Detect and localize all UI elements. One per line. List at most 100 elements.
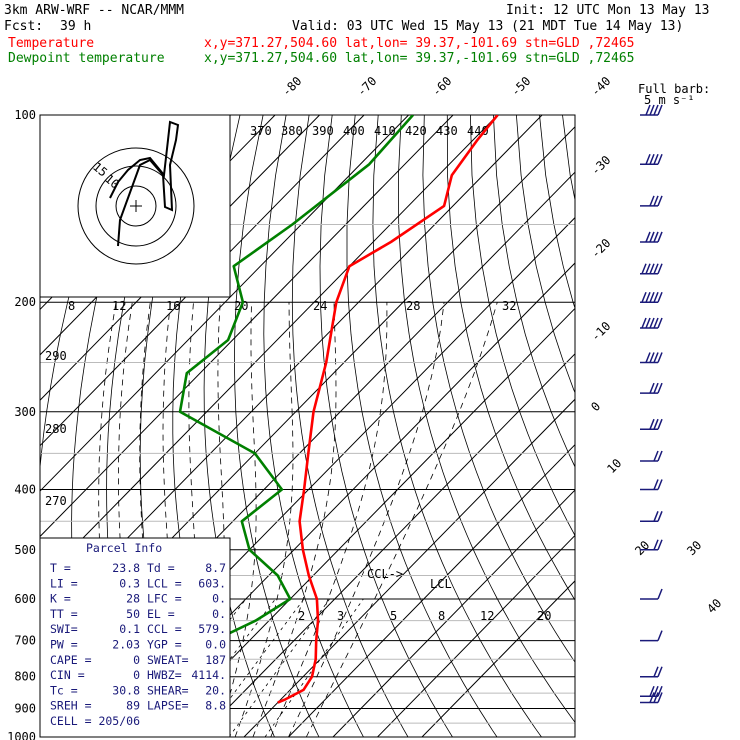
parcel-info-value: 30.8 (112, 683, 140, 697)
parcel-info-value: 4114. (191, 668, 226, 682)
isotherm-line (40, 115, 498, 583)
lcl-marker: LCL (430, 577, 452, 591)
hodograph-ring (77, 147, 195, 265)
theta-label: 420 (405, 124, 427, 138)
parcel-info-value: 0 (133, 653, 140, 667)
temperature-legend-label: Temperature (8, 36, 94, 51)
parcel-info-key: LCL = (147, 576, 182, 590)
isotherm-label: -60 (429, 74, 454, 99)
wind-barbs (640, 104, 663, 704)
hodograph-speed-label: 24 (313, 299, 327, 313)
mixing-ratio-label: 5 (390, 609, 397, 623)
wind-barb (640, 104, 663, 116)
barb-legend-line1: Full barb: (638, 82, 710, 96)
parcel-info-value: 579. (198, 622, 226, 636)
parcel-info-key: T = (50, 561, 71, 575)
isotherm-line (243, 398, 575, 737)
parcel-info-value: 8.7 (205, 561, 226, 575)
parcel-info-key: CAPE = (50, 653, 92, 667)
dry-adiabat (470, 115, 575, 537)
hodograph-speed-label: 8 (68, 299, 75, 313)
theta-label: 370 (250, 124, 272, 138)
parcel-info-value: 50 (126, 607, 140, 621)
parcel-info-value: 23.8 (112, 561, 140, 575)
isotherm-line (332, 489, 575, 737)
moist-adiabat (216, 302, 257, 737)
isotherm-label: -40 (588, 74, 613, 99)
mixing-ratio-label: 20 (537, 609, 551, 623)
isotherm-label: -10 (588, 319, 613, 344)
isotherm-line (40, 115, 543, 629)
parcel-info-key: CELL = (50, 714, 92, 728)
parcel-info-value: 205/06 (98, 714, 140, 728)
wind-barb (640, 291, 663, 303)
model-title: 3km ARW-WRF -- NCAR/MMM (4, 3, 184, 18)
isotherm-label: 10 (604, 456, 624, 476)
parcel-info-key: Td = (147, 561, 175, 575)
pressure-tick-label: 300 (14, 405, 36, 419)
wind-barb (640, 352, 663, 364)
wind-barb (640, 511, 663, 523)
pressure-tick-label: 800 (14, 670, 36, 684)
mixing-ratio-label: 12 (480, 609, 494, 623)
theta-left-label: 270 (45, 494, 67, 508)
parcel-info-value: 89 (126, 699, 140, 713)
mixing-ratio-label: 8 (438, 609, 445, 623)
temperature-legend-info: x,y=371.27,504.60 lat,lon= 39.37,-101.69… (204, 36, 634, 51)
dry-adiabat (422, 115, 575, 663)
parcel-info-value: 187 (205, 653, 226, 667)
wind-barb (640, 263, 663, 275)
pressure-tick-label: 700 (14, 634, 36, 648)
wind-barb (640, 630, 663, 642)
wind-barb (640, 153, 663, 166)
dry-adiabat (319, 115, 453, 737)
isotherm-line (40, 115, 409, 492)
parcel-info-value: 0. (212, 592, 226, 606)
isotherm-label: -20 (588, 236, 613, 261)
theta-label: 400 (343, 124, 365, 138)
moist-adiabat (288, 302, 445, 737)
parcel-info-value: 0.0 (205, 638, 226, 652)
parcel-info-value: 2.03 (112, 638, 140, 652)
pressure-tick-label: 200 (14, 295, 36, 309)
valid-time: Valid: 03 UTC Wed 15 May 13 (21 MDT Tue … (292, 19, 683, 34)
parcel-info-key: YGP = (147, 638, 182, 652)
parcel-info-value: 0.1 (119, 622, 140, 636)
wind-barb (640, 479, 663, 491)
parcel-info-key: HWBZ= (147, 668, 182, 682)
hodograph-speed-label: 16 (166, 299, 180, 313)
dry-adiabat (516, 115, 575, 394)
hodograph-speed-label: 32 (502, 299, 516, 313)
mixing-ratio-line (264, 598, 364, 737)
wind-barb (640, 382, 663, 394)
header: 3km ARW-WRF -- NCAR/MMM Init: 12 UTC Mon… (4, 3, 710, 66)
isotherm-line (421, 580, 575, 737)
isotherm-label: 30 (684, 538, 704, 558)
isotherm-label: 0 (588, 399, 603, 414)
theta-label: 410 (374, 124, 396, 138)
wind-barb (640, 231, 663, 243)
isotherm-label: -50 (508, 74, 533, 99)
parcel-info-key: LAPSE= (147, 699, 189, 713)
parcel-info-key: SREH = (50, 699, 92, 713)
dewpoint-legend-info: x,y=371.27,504.60 lat,lon= 39.37,-101.69… (204, 51, 634, 66)
wind-barb (640, 685, 663, 698)
pressure-tick-label: 500 (14, 543, 36, 557)
parcel-info-key: SWEAT= (147, 653, 189, 667)
dry-adiabat (493, 115, 575, 468)
theta-label: 430 (436, 124, 458, 138)
theta-left-label: 280 (45, 422, 67, 436)
theta-label: 390 (312, 124, 334, 138)
theta-left-label: 290 (45, 349, 67, 363)
pressure-tick-label: 900 (14, 702, 36, 716)
wind-barb (640, 539, 663, 551)
parcel-info-value: 603. (198, 576, 226, 590)
dry-adiabat (372, 115, 542, 737)
parcel-info-key: SWI= (50, 622, 78, 636)
dry-adiabat (446, 115, 575, 601)
parcel-info-box: Parcel Info T = 23.8 Td = 8.7 LI = 0.3 LCL = 60… (39, 537, 231, 738)
parcel-info-key: TT = (50, 607, 78, 621)
isotherm-label: -70 (354, 74, 379, 99)
